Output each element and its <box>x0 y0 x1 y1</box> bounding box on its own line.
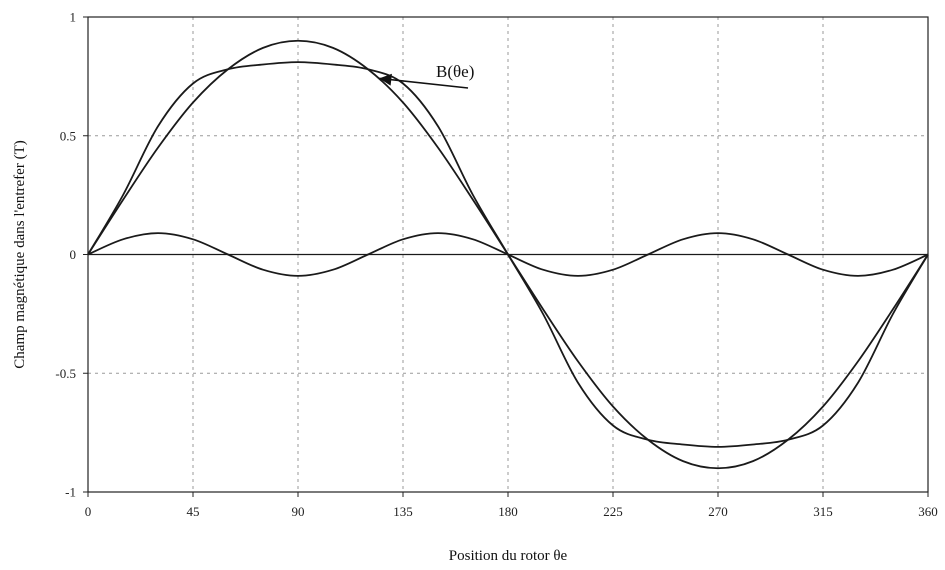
x-tick-label: 270 <box>708 504 728 519</box>
x-axis-ticks: 0 45 90 135 180 225 270 315 360 <box>85 492 938 519</box>
grid <box>88 17 928 492</box>
annotation-label: B(θe) <box>436 62 474 81</box>
x-tick-label: 135 <box>393 504 413 519</box>
series-group <box>87 39 929 470</box>
x-axis-title: Position du rotor θe <box>449 548 568 564</box>
x-tick-label: 45 <box>187 504 200 519</box>
x-tick-label: 0 <box>85 504 92 519</box>
y-tick-label: 0.5 <box>60 128 76 143</box>
annotation-arrow <box>379 77 469 89</box>
x-tick-label: 360 <box>918 504 938 519</box>
y-axis-title: Champ magnétique dans l'entrefer (T) <box>12 140 28 368</box>
x-tick-label: 225 <box>603 504 623 519</box>
annotation-arrowhead <box>379 73 392 86</box>
x-tick-label: 315 <box>813 504 833 519</box>
y-axis-ticks: 1 0.5 0 -0.5 -1 <box>55 10 88 500</box>
y-tick-label: 0 <box>70 247 77 262</box>
series-line-3 <box>87 232 929 277</box>
annotation-group: B(θe) <box>379 62 474 89</box>
y-tick-label: 1 <box>70 10 77 25</box>
x-tick-label: 180 <box>498 504 518 519</box>
y-tick-label: -0.5 <box>55 366 76 381</box>
x-tick-label: 90 <box>292 504 305 519</box>
y-tick-label: -1 <box>65 485 76 500</box>
